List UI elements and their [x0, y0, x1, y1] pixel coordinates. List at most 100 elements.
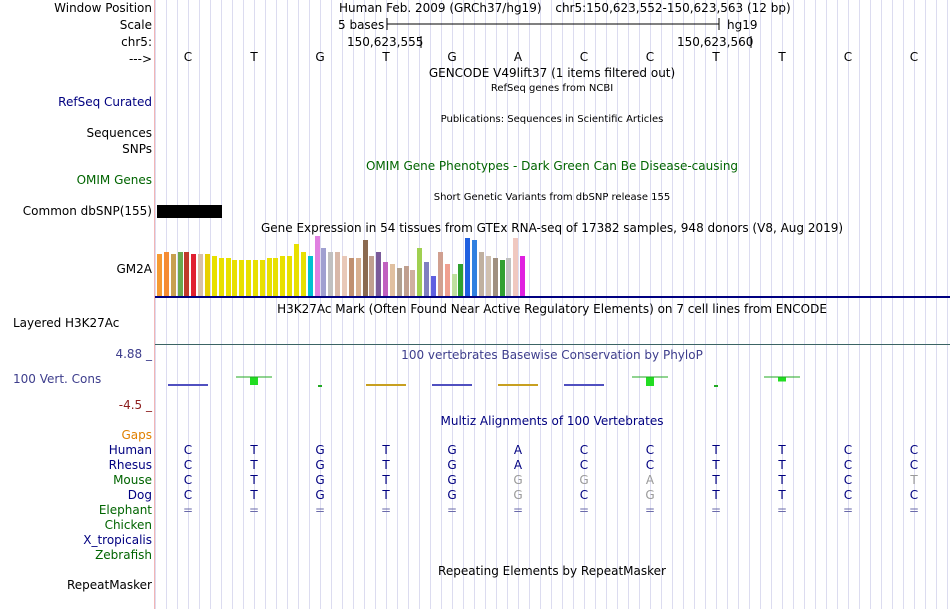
gtex-bar[interactable] [184, 252, 190, 296]
gtex-bar[interactable] [163, 252, 169, 296]
gtex-bar[interactable] [341, 256, 347, 296]
base-reference: A [513, 50, 523, 64]
publications-track-title: Publications: Sequences in Scientific Ar… [440, 114, 664, 125]
dbsnp-feature[interactable] [157, 205, 222, 218]
track-label-snps[interactable]: SNPs [122, 142, 152, 156]
gtex-bar[interactable] [314, 236, 320, 296]
gtex-bar[interactable] [232, 260, 238, 296]
grid-line [903, 0, 904, 609]
base-elephant: = [578, 503, 590, 517]
base-human: G [315, 443, 325, 457]
conservation-plot[interactable] [155, 368, 950, 398]
species-label-human[interactable]: Human [108, 443, 152, 457]
gtex-bar[interactable] [191, 254, 197, 296]
gtex-bar[interactable] [492, 258, 498, 296]
base-mouse: G [579, 473, 589, 487]
gtex-bar[interactable] [252, 260, 258, 296]
gtex-bar[interactable] [410, 270, 416, 296]
gtex-bar[interactable] [424, 262, 430, 296]
gtex-bar[interactable] [328, 252, 334, 296]
track-label-omim[interactable]: OMIM Genes [76, 173, 152, 187]
gtex-bar[interactable] [389, 264, 395, 296]
conservation-bar [250, 377, 258, 385]
gtex-bar[interactable] [280, 256, 286, 296]
base-elephant: = [380, 503, 392, 517]
gtex-track-title: Gene Expression in 54 tissues from GTEx … [260, 221, 844, 235]
species-label-xtropicalis[interactable]: X_tropicalis [83, 533, 152, 547]
track-label-sequences[interactable]: Sequences [86, 126, 152, 140]
gtex-bar[interactable] [403, 266, 409, 296]
base-mouse: G [513, 473, 523, 487]
gtex-bar[interactable] [369, 256, 375, 296]
gtex-bar[interactable] [204, 254, 210, 296]
gtex-bar[interactable] [458, 264, 464, 296]
track-label-gm2a[interactable]: GM2A [116, 262, 153, 276]
base-elephant: = [842, 503, 854, 517]
gtex-bar[interactable] [218, 258, 224, 296]
gtex-bar[interactable] [506, 258, 512, 296]
gtex-bar[interactable] [444, 264, 450, 296]
gtex-bar[interactable] [478, 252, 484, 296]
refseq-track-title: RefSeq genes from NCBI [490, 83, 614, 94]
base-human: C [645, 443, 655, 457]
gtex-bar[interactable] [307, 256, 313, 296]
track-label-repeatmasker[interactable]: RepeatMasker [66, 578, 152, 592]
gtex-bar[interactable] [321, 248, 327, 296]
gtex-bar[interactable] [170, 254, 176, 296]
track-label-refseq[interactable]: RefSeq Curated [58, 95, 152, 109]
label-separator [154, 0, 155, 609]
gtex-bar[interactable] [266, 258, 272, 296]
omim-phenotypes-title: OMIM Gene Phenotypes - Dark Green Can Be… [365, 159, 739, 173]
gencode-track-title[interactable]: GENCODE V49lift37 (1 items filtered out) [428, 66, 676, 80]
base-elephant: = [446, 503, 458, 517]
gtex-bar[interactable] [472, 240, 478, 296]
gtex-bar[interactable] [273, 258, 279, 296]
gtex-bar[interactable] [225, 258, 231, 296]
gtex-bar[interactable] [383, 262, 389, 296]
track-label-h3k27ac[interactable]: Layered H3K27Ac [13, 316, 120, 330]
track-label-cons[interactable]: 100 Vert. Cons [13, 372, 102, 386]
gtex-bar[interactable] [287, 256, 293, 296]
species-label-mouse[interactable]: Mouse [113, 473, 152, 487]
gtex-bar[interactable] [335, 252, 341, 296]
gtex-bar[interactable] [198, 254, 204, 296]
gtex-bar[interactable] [376, 252, 382, 296]
gtex-bar[interactable] [437, 252, 443, 296]
gtex-bar[interactable] [499, 260, 505, 296]
gtex-bar[interactable] [211, 256, 217, 296]
species-label-zebrafish[interactable]: Zebrafish [95, 548, 152, 562]
track-label-gaps[interactable]: Gaps [121, 428, 152, 442]
gtex-bar[interactable] [431, 276, 436, 296]
species-label-dog[interactable]: Dog [127, 488, 152, 502]
conservation-bar [318, 385, 322, 387]
gtex-bar[interactable] [396, 268, 402, 296]
gtex-expression-bars[interactable] [155, 236, 555, 296]
coord-right: 150,623,560 [677, 35, 754, 49]
gtex-bar[interactable] [300, 252, 306, 296]
gtex-bar[interactable] [246, 260, 252, 296]
gtex-bar[interactable] [417, 248, 423, 296]
gtex-bar[interactable] [239, 260, 245, 296]
gtex-bar[interactable] [294, 244, 299, 296]
gtex-bar[interactable] [520, 256, 526, 296]
base-human: T [712, 443, 720, 457]
species-label-rhesus[interactable]: Rhesus [108, 458, 152, 472]
gtex-bar[interactable] [348, 258, 354, 296]
gtex-bar[interactable] [362, 240, 368, 296]
gtex-bar[interactable] [157, 254, 162, 296]
track-label-dbsnp[interactable]: Common dbSNP(155) [22, 204, 152, 218]
gtex-bar[interactable] [177, 252, 183, 296]
base-elephant: = [512, 503, 524, 517]
grid-line [837, 0, 838, 609]
window-position-text: Human Feb. 2009 (GRCh37/hg19) chr5:150,6… [339, 1, 791, 15]
species-label-chicken[interactable]: Chicken [104, 518, 152, 532]
assembly-name[interactable]: Human Feb. 2009 (GRCh37/hg19) [339, 1, 542, 15]
gtex-bar[interactable] [451, 274, 457, 296]
gtex-bar[interactable] [513, 238, 519, 296]
gtex-bar[interactable] [465, 238, 471, 296]
gtex-bar[interactable] [485, 256, 491, 296]
base-rhesus: C [183, 458, 193, 472]
gtex-bar[interactable] [355, 258, 361, 296]
gtex-bar[interactable] [259, 260, 265, 296]
species-label-elephant[interactable]: Elephant [98, 503, 152, 517]
